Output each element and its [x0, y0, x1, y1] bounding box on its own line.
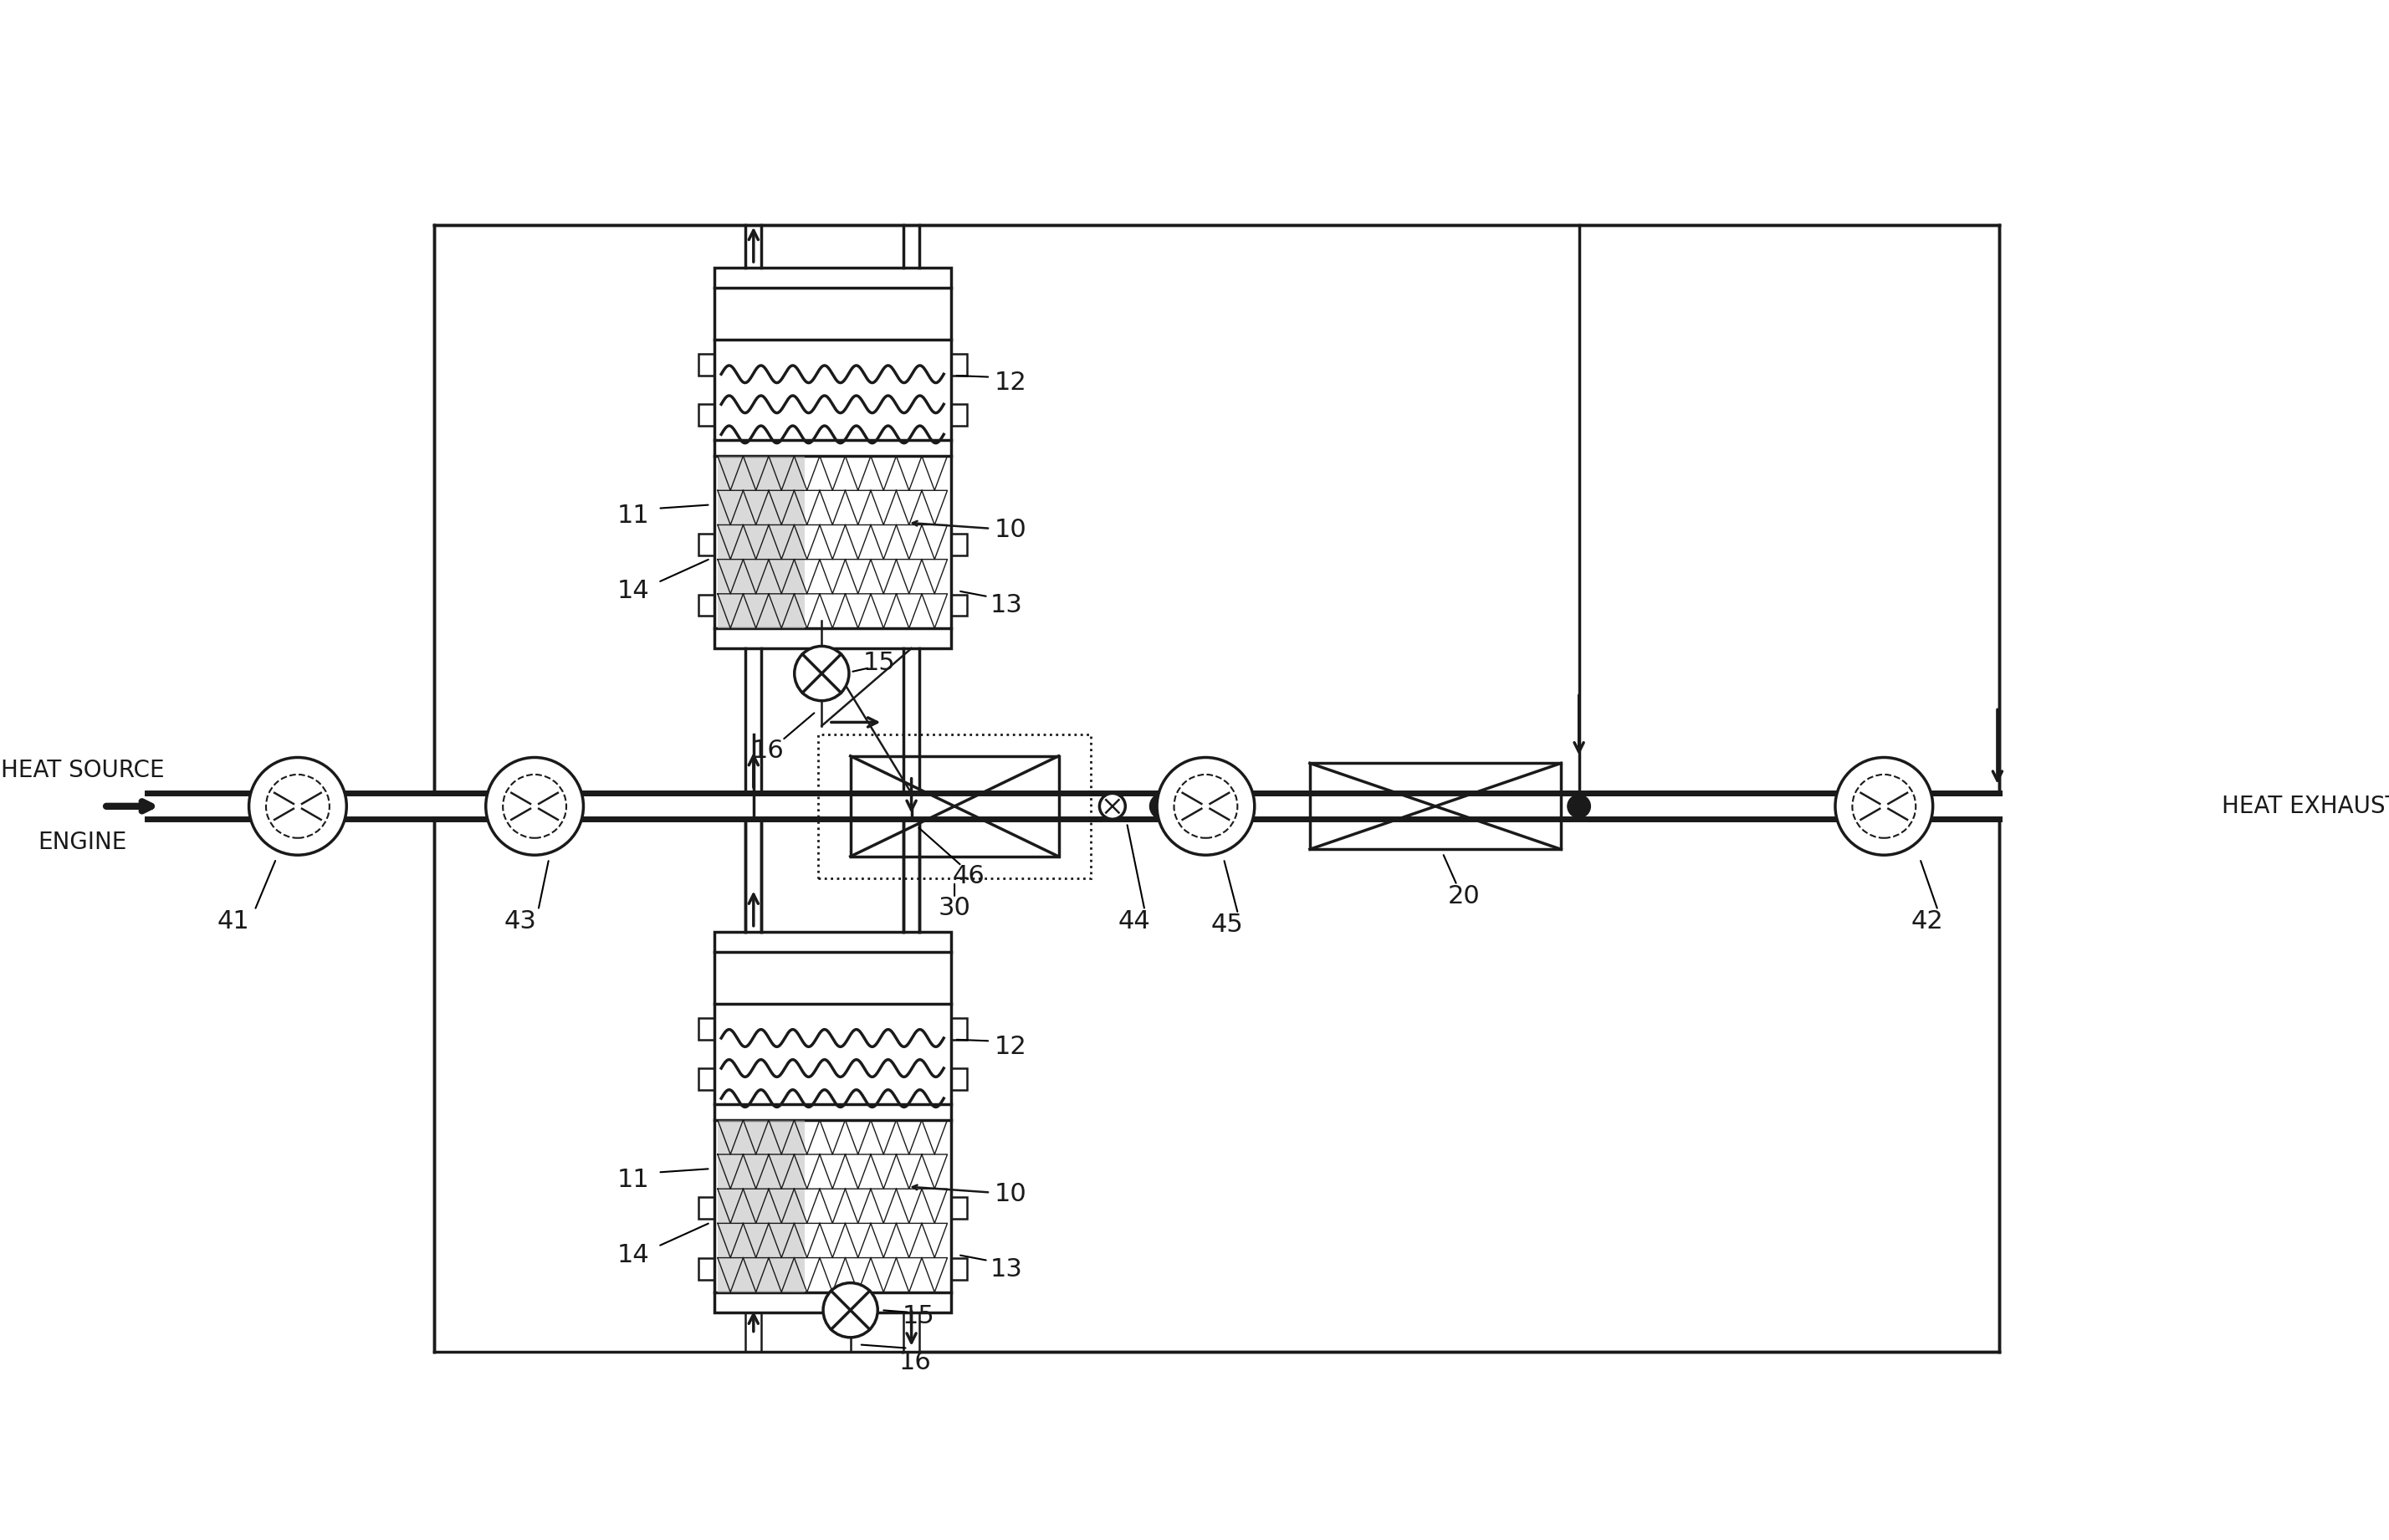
Bar	[698, 1069, 714, 1090]
Circle shape	[824, 1283, 877, 1337]
Text: 45: 45	[1211, 913, 1242, 936]
Bar	[951, 354, 968, 376]
Bar	[850, 756, 1058, 856]
Text: 16: 16	[753, 739, 784, 764]
Circle shape	[248, 758, 346, 855]
Bar	[698, 1198, 714, 1220]
Text: 13: 13	[991, 593, 1022, 618]
Text: 41: 41	[217, 909, 248, 933]
Text: 11: 11	[616, 504, 650, 528]
Bar	[714, 932, 951, 1312]
Bar	[698, 354, 714, 376]
Text: 12: 12	[994, 371, 1027, 394]
Circle shape	[1567, 795, 1591, 818]
Text: 20: 20	[1448, 884, 1481, 909]
Text: 11: 11	[616, 1167, 650, 1192]
Circle shape	[1156, 758, 1254, 855]
Text: 15: 15	[862, 650, 896, 675]
Text: 13: 13	[991, 1257, 1022, 1281]
Text: 15: 15	[903, 1304, 934, 1327]
Text: 12: 12	[994, 1035, 1027, 1060]
Text: 14: 14	[616, 1243, 650, 1267]
Text: ENGINE: ENGINE	[38, 830, 127, 853]
Bar	[951, 1198, 968, 1220]
Bar	[698, 533, 714, 554]
Text: 14: 14	[616, 579, 650, 604]
Bar	[951, 1258, 968, 1280]
Text: HEAT EXHAUST: HEAT EXHAUST	[2222, 795, 2389, 818]
Text: 30: 30	[939, 896, 970, 921]
Text: 42: 42	[1911, 909, 1942, 933]
Bar	[951, 1018, 968, 1040]
Circle shape	[485, 758, 583, 855]
Bar	[698, 405, 714, 427]
Bar	[698, 1258, 714, 1280]
Bar	[817, 735, 1092, 878]
Text: 46: 46	[953, 864, 984, 889]
Circle shape	[796, 647, 848, 701]
Bar	[951, 1069, 968, 1090]
Bar	[951, 533, 968, 554]
Bar	[951, 594, 968, 616]
Text: 43: 43	[504, 909, 538, 933]
Circle shape	[265, 775, 330, 838]
Circle shape	[1835, 758, 1933, 855]
Circle shape	[1851, 775, 1916, 838]
Bar	[951, 405, 968, 427]
Bar	[714, 268, 951, 648]
Circle shape	[1099, 793, 1125, 819]
Bar	[698, 594, 714, 616]
Text: 10: 10	[994, 1181, 1027, 1206]
Circle shape	[1173, 775, 1238, 838]
Bar	[698, 1018, 714, 1040]
Circle shape	[502, 775, 566, 838]
Bar	[1309, 764, 1560, 850]
Text: 44: 44	[1118, 909, 1149, 933]
Circle shape	[1149, 793, 1175, 819]
Text: 10: 10	[994, 517, 1027, 542]
Text: 16: 16	[898, 1351, 932, 1375]
Polygon shape	[717, 456, 805, 628]
Text: HEAT SOURCE: HEAT SOURCE	[0, 759, 165, 782]
Polygon shape	[717, 1120, 805, 1292]
